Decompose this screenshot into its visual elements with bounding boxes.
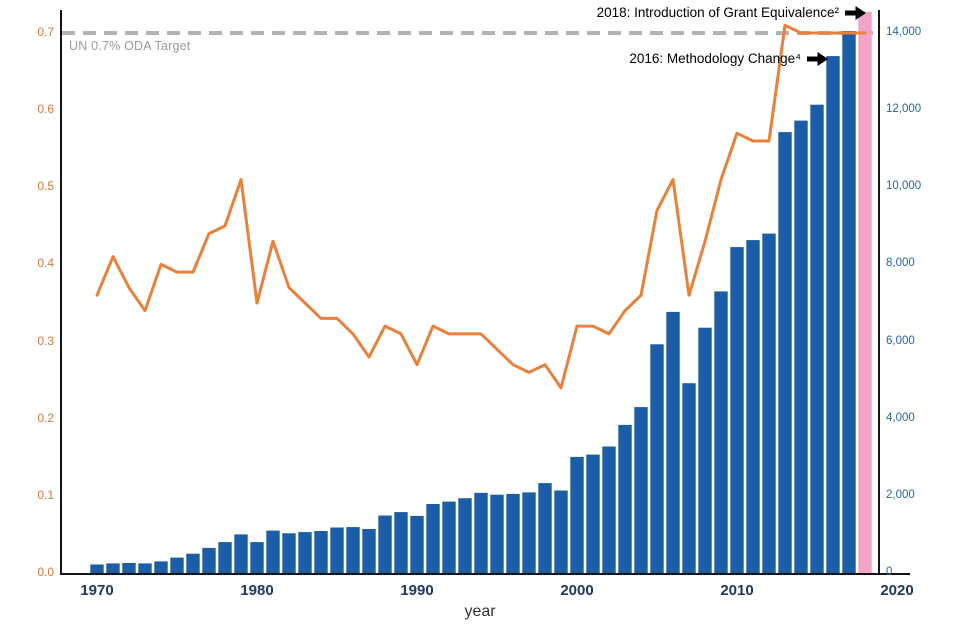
bar-2014 — [794, 120, 808, 573]
right-axis-tick-label: 2,000 — [886, 488, 915, 501]
bar-1974 — [154, 561, 168, 573]
bar-1978 — [218, 542, 232, 573]
bar-1980 — [250, 542, 264, 573]
oda-gni-line — [95, 23, 867, 390]
bar-1982 — [282, 533, 296, 573]
bar-1991 — [426, 504, 440, 573]
bar-1979 — [234, 534, 248, 573]
bar-1981 — [266, 530, 280, 573]
bar-1995 — [490, 494, 504, 573]
bar-2008 — [698, 327, 712, 573]
bar-1973 — [138, 563, 152, 573]
bar-1986 — [346, 527, 360, 573]
target-line-label: UN 0.7% ODA Target — [69, 39, 191, 53]
left-axis-tick-label: 0.2 — [37, 410, 54, 425]
annotation-2016-methodology-change: 2016: Methodology Change⁴ — [629, 51, 828, 66]
bar-1976 — [186, 553, 200, 573]
left-axis-tick-label: 0.3 — [37, 333, 54, 348]
bar-2003 — [618, 424, 632, 573]
bar-2002 — [602, 446, 616, 573]
plot-canvas — [62, 11, 878, 573]
bar-1994 — [474, 492, 488, 573]
bar-2018 — [858, 11, 872, 573]
bar-1977 — [202, 547, 216, 573]
right-axis-tick-label: 0 — [886, 566, 893, 578]
left-axis-tick-label: 0.4 — [37, 256, 54, 271]
bar-1975 — [170, 557, 184, 573]
bar-1993 — [458, 498, 472, 573]
bar-1999 — [554, 490, 568, 573]
bar-2016 — [826, 56, 840, 573]
bar-1984 — [314, 531, 328, 573]
bar-2006 — [666, 311, 680, 573]
annotation-2018-text: 2018: Introduction of Grant Equivalence² — [596, 5, 839, 20]
bar-1987 — [362, 529, 376, 573]
bar-2007 — [682, 383, 696, 573]
bar-1985 — [330, 527, 344, 573]
x-axis-tick-label: 2020 — [880, 582, 914, 599]
left-axis-tick-label: 0.7 — [37, 25, 54, 39]
left-axis-tick-label: 0.1 — [37, 487, 54, 502]
left-axis-tick-label: 0.5 — [37, 179, 54, 194]
bar-1998 — [538, 483, 552, 573]
bar-1997 — [522, 492, 536, 573]
bar-2000 — [570, 456, 584, 573]
left-axis-tick-label: 0.0 — [37, 565, 54, 579]
right-axis-tick-label: 14,000 — [886, 26, 922, 38]
x-axis-tick-label: 1980 — [240, 582, 274, 599]
bar-2015 — [810, 104, 824, 573]
bar-2011 — [746, 240, 760, 573]
bar-1992 — [442, 501, 456, 573]
bar-2012 — [762, 233, 776, 573]
bar-1983 — [298, 532, 312, 573]
bar-1996 — [506, 493, 520, 573]
bar-1990 — [410, 515, 424, 573]
bar-2013 — [778, 132, 792, 573]
right-axis-tick-label: 12,000 — [886, 103, 922, 116]
annotation-2018-grant-equivalence: 2018: Introduction of Grant Equivalence² — [597, 5, 866, 20]
bar-2010 — [730, 247, 744, 573]
bar-1971 — [106, 563, 120, 573]
x-axis-tick-label: 2000 — [560, 582, 594, 599]
bar-1972 — [122, 563, 136, 573]
black-right-arrow-icon — [845, 5, 866, 20]
x-axis-tick-label: 1990 — [400, 582, 434, 599]
bar-2009 — [714, 291, 728, 573]
plot-area: UN 0.7% ODA Target — [60, 10, 880, 575]
bar-2017 — [842, 31, 856, 573]
bar-2004 — [634, 407, 648, 573]
x-axis-title: year — [464, 603, 496, 620]
right-axis-tick-label: 6,000 — [886, 334, 915, 347]
x-axis-extension — [878, 573, 910, 575]
left-axis-tick-label: 0.6 — [37, 102, 54, 117]
bar-1989 — [394, 512, 408, 573]
black-right-arrow-icon — [807, 51, 828, 66]
x-axis-tick-label: 2010 — [720, 582, 754, 599]
right-axis-tick-label: 10,000 — [886, 180, 922, 193]
right-axis-tick-label: 4,000 — [886, 411, 915, 424]
right-axis-tick-label: 8,000 — [886, 257, 915, 270]
bar-2005 — [650, 344, 664, 573]
annotation-2016-text: 2016: Methodology Change⁴ — [629, 51, 801, 66]
bar-2001 — [586, 454, 600, 573]
bar-1988 — [378, 515, 392, 573]
x-axis-tick-label: 1970 — [80, 582, 114, 599]
bar-1970 — [90, 564, 104, 573]
